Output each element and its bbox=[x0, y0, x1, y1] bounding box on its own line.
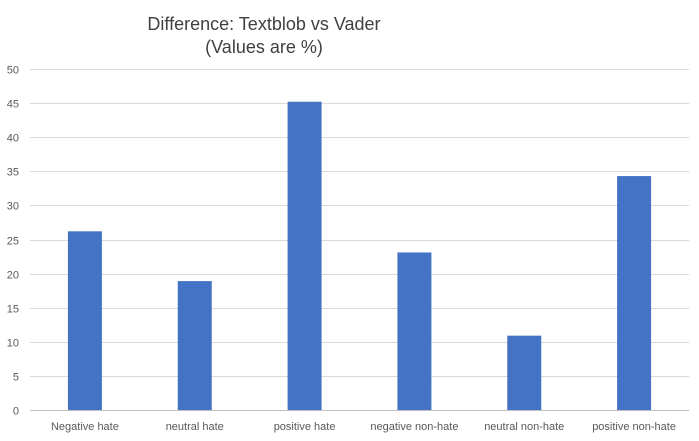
y-tick-label: 0 bbox=[13, 406, 19, 418]
bar bbox=[397, 252, 432, 410]
bar bbox=[507, 335, 542, 410]
x-tick-label: Negative hate bbox=[51, 421, 119, 433]
y-tick-label: 25 bbox=[7, 236, 19, 248]
bar bbox=[287, 101, 322, 411]
y-tick-label: 5 bbox=[13, 372, 19, 384]
x-tick-label: positive hate bbox=[274, 421, 336, 433]
x-tick-label: negative non-hate bbox=[370, 421, 458, 433]
y-tick-label: 15 bbox=[7, 304, 19, 316]
bar bbox=[177, 281, 212, 410]
y-tick-label: 50 bbox=[7, 65, 19, 77]
y-tick-label: 20 bbox=[7, 270, 19, 282]
y-tick-label: 35 bbox=[7, 167, 19, 179]
bar bbox=[617, 176, 652, 410]
chart-subtitle: (Values are %) bbox=[205, 37, 323, 57]
y-tick-label: 45 bbox=[7, 99, 19, 111]
x-tick-label: neutral hate bbox=[166, 421, 224, 433]
y-tick-label: 10 bbox=[7, 338, 19, 350]
chart-title: Difference: Textblob vs Vader bbox=[147, 14, 381, 34]
y-tick-label: 40 bbox=[7, 133, 19, 145]
bar bbox=[67, 231, 102, 410]
x-tick-label: neutral non-hate bbox=[484, 421, 564, 433]
y-tick-label: 30 bbox=[7, 201, 19, 213]
x-tick-label: positive non-hate bbox=[592, 421, 676, 433]
